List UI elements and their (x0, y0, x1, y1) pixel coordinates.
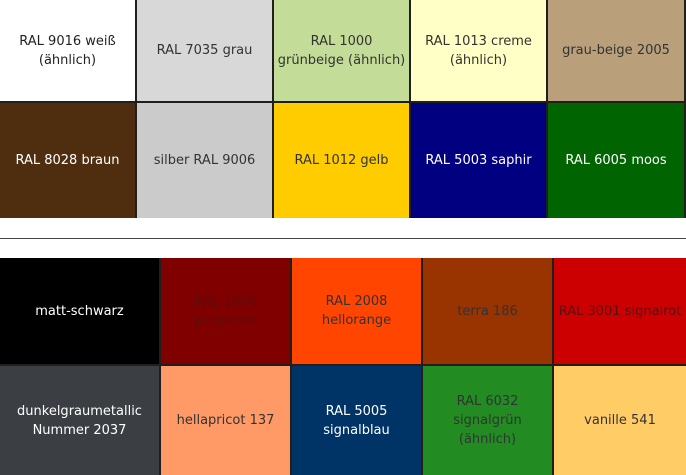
swatch-ral-3001: RAL 3001 signalrot (554, 258, 686, 364)
swatch-ral-1013: RAL 1013 creme (ähnlich) (411, 0, 546, 101)
swatch-ral-2008: RAL 2008 hellorange (292, 258, 421, 364)
swatch-ral-1000: RAL 1000 grünbeige (ähnlich) (274, 0, 409, 101)
swatch-dunkelgraumetallic-2037: dunkelgraumetallic Nummer 2037 (0, 366, 159, 475)
swatch-terra-186: terra 186 (423, 258, 552, 364)
swatch-ral-9006: silber RAL 9006 (137, 103, 272, 218)
swatch-ral-7035: RAL 7035 grau (137, 0, 272, 101)
swatch-matt-schwarz: matt-schwarz (0, 258, 159, 364)
section-divider (0, 238, 686, 239)
swatch-ral-3004: RAL 3004 purpurrot (161, 258, 290, 364)
swatch-ral-9016: RAL 9016 weiß (ähnlich) (0, 0, 135, 101)
swatch-ral-1012: RAL 1012 gelb (274, 103, 409, 218)
swatch-vanille-541: vanille 541 (554, 366, 686, 475)
swatch-ral-5003: RAL 5003 saphir (411, 103, 546, 218)
swatch-grau-beige-2005: grau-beige 2005 (548, 0, 684, 101)
top-color-grid: RAL 9016 weiß (ähnlich) RAL 7035 grau RA… (0, 0, 686, 218)
swatch-ral-5005: RAL 5005 signalblau (292, 366, 421, 475)
swatch-ral-6005: RAL 6005 moos (548, 103, 684, 218)
swatch-hellapricot-137: hellapricot 137 (161, 366, 290, 475)
swatch-ral-6032: RAL 6032 signalgrün (ähnlich) (423, 366, 552, 475)
swatch-ral-8028: RAL 8028 braun (0, 103, 135, 218)
bottom-color-grid: matt-schwarz RAL 3004 purpurrot RAL 2008… (0, 258, 686, 475)
